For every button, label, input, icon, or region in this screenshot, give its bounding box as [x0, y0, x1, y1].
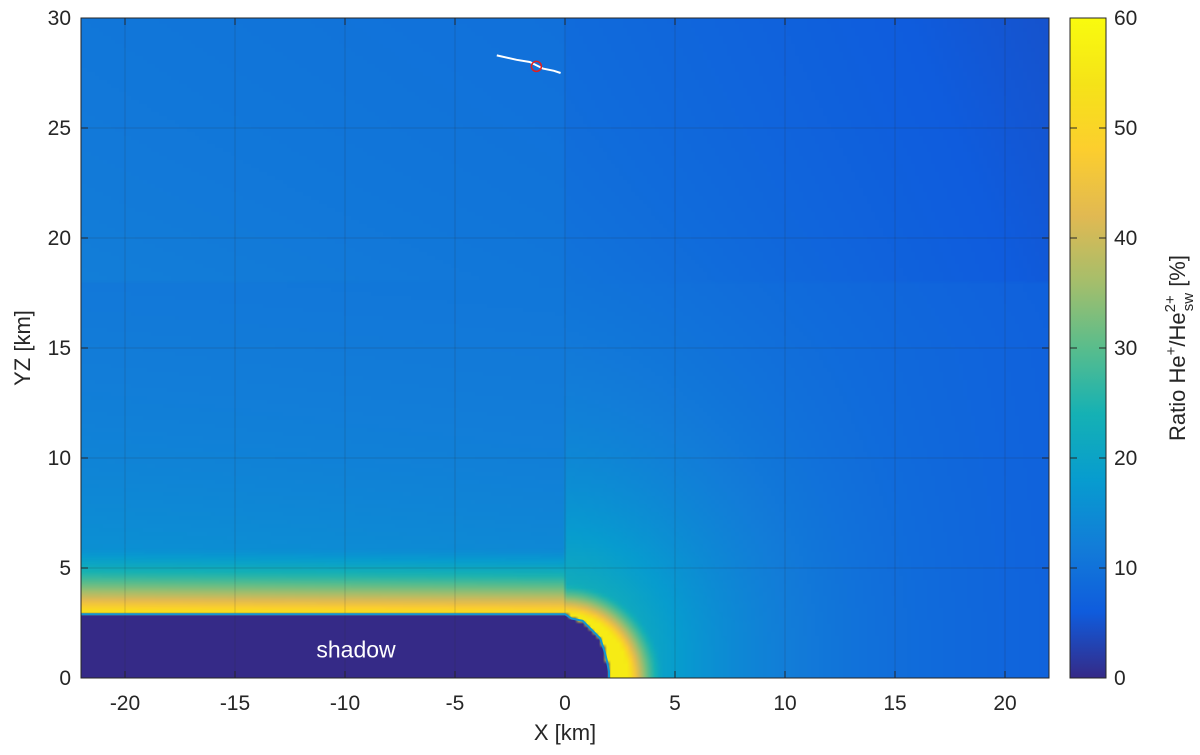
colorbar-label-sub2: sw: [1180, 293, 1197, 312]
colorbar-label-sup2: 2+: [1162, 295, 1179, 312]
colorbar-tick-label: 10: [1114, 557, 1137, 580]
shadow-boundary: [81, 613, 610, 678]
x-tick-label: 0: [559, 692, 571, 715]
colorbar-tick-label: 60: [1114, 7, 1137, 30]
colorbar-tick-label: 30: [1114, 337, 1137, 360]
colorbar-label-unit: [%]: [1165, 255, 1190, 293]
y-tick-label: 25: [48, 117, 71, 140]
y-tick-label: 30: [48, 7, 71, 30]
x-tick-label: -10: [330, 692, 360, 715]
y-tick-label: 20: [48, 227, 71, 250]
colorbar-ticks: 0 10 20 30 40 50 60: [1070, 7, 1137, 690]
colorbar-tick-label: 40: [1114, 227, 1137, 250]
spacecraft-marker: [530, 60, 543, 73]
colorbar-tick-label: 0: [1114, 667, 1126, 690]
y-tick-label: 5: [59, 557, 71, 580]
y-tick-label: 0: [59, 667, 71, 690]
colorbar-tick-label: 20: [1114, 447, 1137, 470]
x-tick-label: -20: [110, 692, 140, 715]
y-tick-label: 10: [48, 447, 71, 470]
x-tick-label: -15: [220, 692, 250, 715]
y-axis-label: YZ [km]: [10, 310, 35, 386]
heatmap-image: [81, 18, 1049, 678]
x-tick-label: 10: [773, 692, 796, 715]
colorbar-label-base1: Ratio He: [1165, 355, 1190, 441]
x-tick-label: 5: [669, 692, 681, 715]
heatmap-field: [81, 18, 1049, 678]
overlays: shadow: [81, 54, 610, 678]
spacecraft-track: [496, 54, 561, 74]
colorbar-label: Ratio He+/He2+sw [%]: [1162, 255, 1197, 441]
colorbar-tick-label: 50: [1114, 117, 1137, 140]
x-tick-label: 20: [993, 692, 1016, 715]
x-tick-label: -5: [446, 692, 465, 715]
x-tick-label: 15: [883, 692, 906, 715]
x-axis-label: X [km]: [534, 720, 596, 745]
y-tick-label: 15: [48, 337, 71, 360]
colorbar-label-base2: /He: [1165, 312, 1190, 346]
y-axis-ticks: 0 5 10 15 20 25 30: [48, 7, 1049, 690]
annotation-shadow: shadow: [316, 637, 396, 663]
colorbar-label-sup1: +: [1163, 346, 1180, 355]
x-axis-ticks: -20 -15 -10 -5 0 5 10 15 20: [110, 18, 1017, 715]
